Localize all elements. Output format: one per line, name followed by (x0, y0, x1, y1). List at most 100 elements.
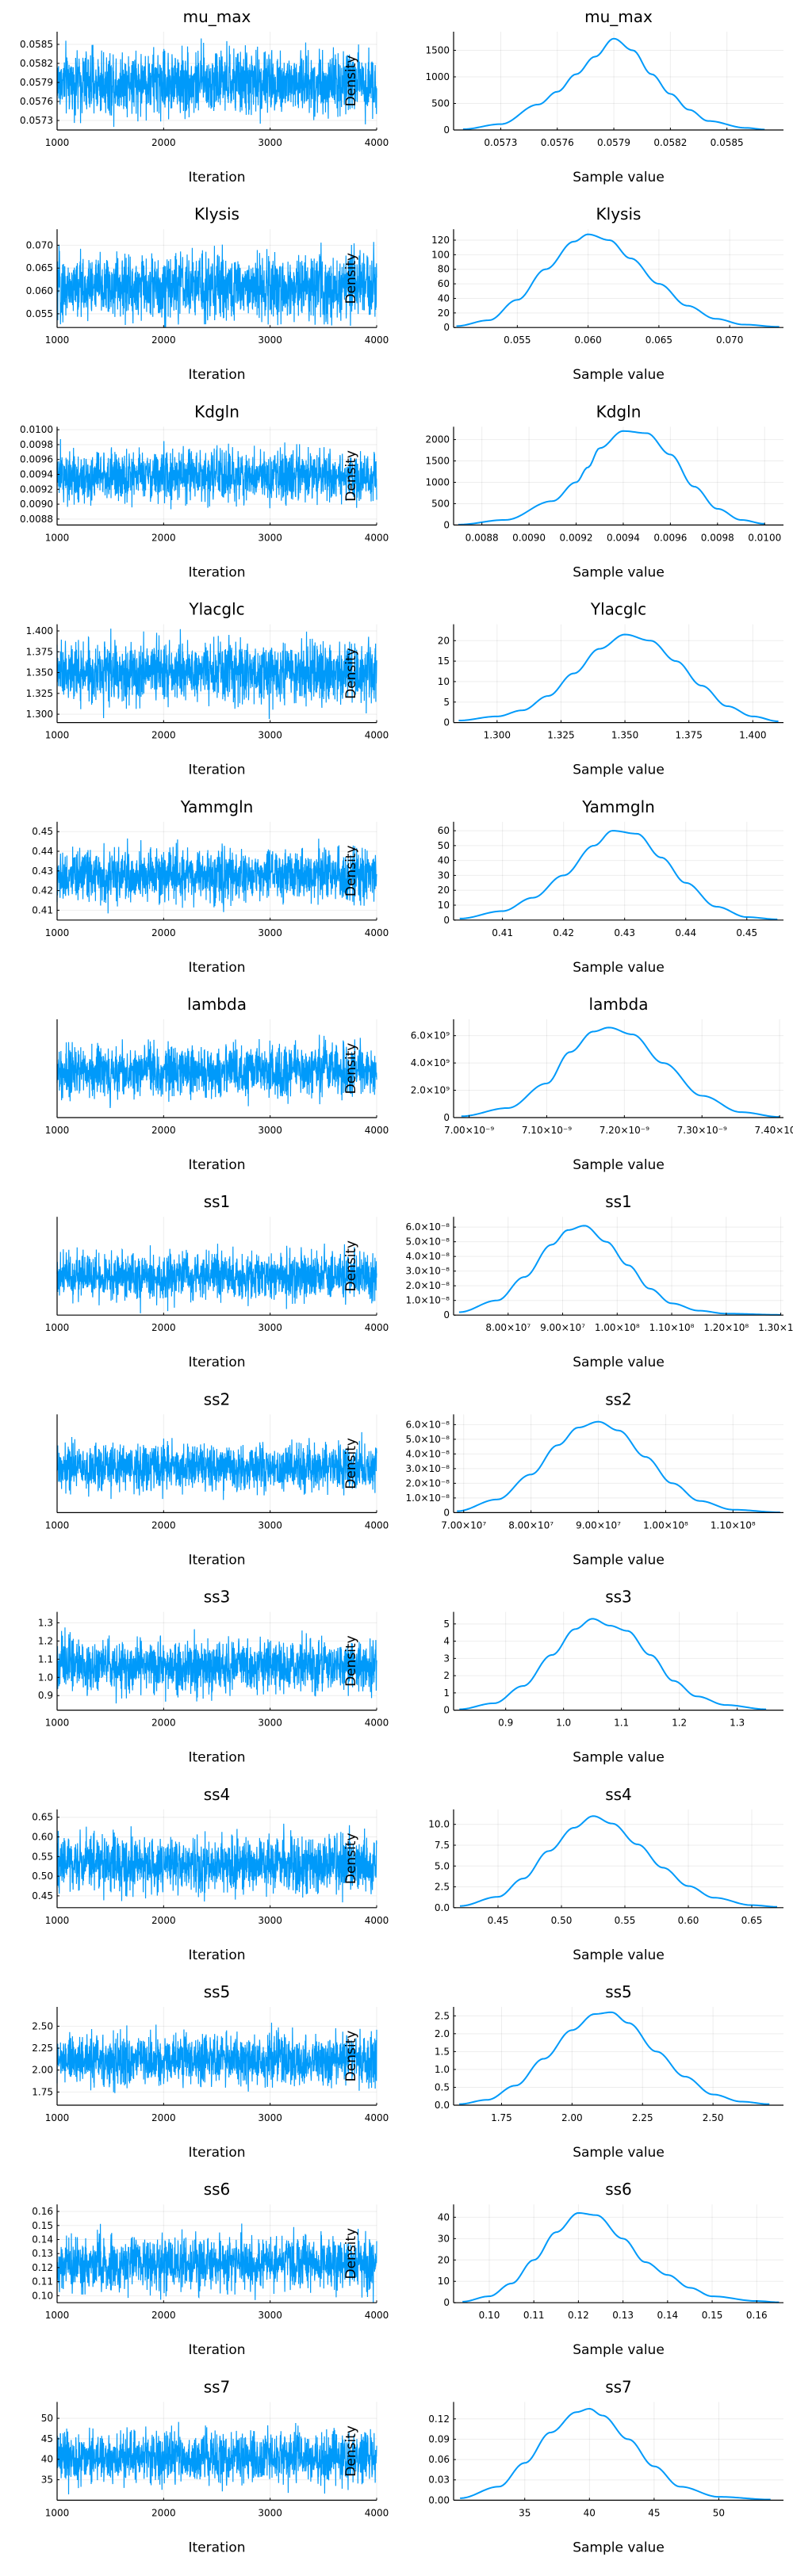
y-axis-label: Density (343, 1438, 359, 1489)
y-tick-label: 1.1 (38, 1653, 53, 1664)
x-tick-label: 7.40×10⁻⁹ (755, 1125, 793, 1136)
x-tick-label: 0.42 (553, 927, 574, 938)
y-tick-label: 0.44 (32, 846, 53, 857)
x-tick-label: 1.20×10⁸ (703, 1322, 749, 1333)
density-panel: ss7 Sample value 35 40 45 50 0.00 0.03 0.06 0.09 0… (343, 2377, 783, 2555)
x-tick-label: 1000 (45, 2112, 70, 2123)
y-tick-label: 6.0×10⁻⁸ (405, 1221, 450, 1233)
x-tick-label: 0.10 (479, 2310, 500, 2321)
panel-title: Yammgln (180, 797, 254, 816)
x-tick-label: 2000 (151, 1915, 176, 1926)
density-line (462, 37, 765, 131)
x-tick-label: 1.375 (676, 730, 703, 741)
y-tick-label: 40 (438, 2211, 450, 2222)
y-tick-label: 1.400 (26, 625, 53, 636)
x-axis-label: Sample value (573, 564, 665, 580)
x-tick-label: 2000 (151, 1519, 176, 1531)
x-tick-label: 2.25 (632, 2112, 653, 2123)
x-axis-label: Iteration (188, 1750, 245, 1766)
x-axis-label: Sample value (573, 1750, 665, 1766)
y-tick-label: 20 (438, 2254, 450, 2265)
x-tick-label: 0.0098 (701, 532, 734, 543)
x-tick-label: 0.55 (615, 1915, 636, 1926)
x-tick-label: 3000 (258, 532, 282, 543)
y-tick-label: 3 (443, 1653, 450, 1664)
panel-title: Klysis (194, 204, 239, 224)
x-tick-label: 4000 (365, 1915, 389, 1926)
density-line (461, 1026, 780, 1118)
x-tick-label: 4000 (365, 730, 389, 741)
y-tick-label: 40 (41, 2454, 53, 2465)
y-tick-label: 1000 (425, 71, 450, 82)
y-tick-label: 1.0 (435, 2064, 450, 2075)
x-tick-label: 50 (713, 2507, 725, 2518)
x-tick-label: 0.65 (741, 1915, 763, 1926)
trace-panel: Kdgln Iteration 1000 2000 3000 4000 0.0088 0.00… (20, 402, 389, 580)
x-tick-label: 1000 (45, 334, 70, 346)
y-tick-label: 1.325 (26, 688, 53, 699)
trace-line (56, 1034, 377, 1109)
x-tick-label: 2.00 (561, 2112, 583, 2123)
density-panel: ss6 Sample value 0.10 0.11 0.12 0.13 0.14 0.15 0… (343, 2180, 783, 2358)
x-tick-label: 0.60 (678, 1915, 699, 1926)
y-tick-label: 2.50 (32, 2020, 53, 2031)
y-tick-label: 0.0094 (20, 469, 53, 480)
y-tick-label: 0.0088 (20, 514, 53, 525)
trace-panel: ss2 Iteration 1000 2000 3000 4000 (45, 1389, 389, 1568)
y-tick-label: 0.070 (26, 239, 53, 250)
y-tick-label: 0.0096 (20, 454, 53, 465)
x-tick-label: 0.0088 (465, 532, 499, 543)
y-tick-label: 0.10 (32, 2290, 53, 2301)
x-tick-label: 4000 (365, 334, 389, 346)
density-panel: ss5 Sample value 1.75 2.00 2.25 2.50 0.0 0.5 1.0… (343, 1982, 783, 2161)
x-tick-label: 0.060 (574, 334, 601, 346)
x-tick-label: 0.0100 (748, 532, 781, 543)
trace-line (56, 1627, 377, 1704)
y-tick-label: 0.65 (32, 1812, 53, 1823)
y-tick-label: 2.5 (435, 1882, 450, 1893)
y-tick-label: 1.5 (435, 2046, 450, 2057)
y-tick-label: 0.13 (32, 2248, 53, 2259)
x-tick-label: 1.300 (484, 730, 511, 741)
x-tick-label: 2000 (151, 927, 176, 938)
y-axis-label: Density (343, 450, 359, 502)
x-tick-label: 1000 (45, 532, 70, 543)
y-tick-label: 0 (443, 717, 450, 728)
y-axis-label: Density (343, 1043, 359, 1095)
density-panel: mu_max Sample value 0.0573 0.0576 0.0579 0.05… (343, 7, 783, 185)
y-tick-label: 0.42 (32, 885, 53, 896)
trace-line (56, 242, 377, 328)
y-tick-label: 5 (443, 1619, 450, 1630)
x-axis-label: Sample value (573, 367, 665, 383)
trace-panel: ss7 Iteration 1000 2000 3000 4000 35 40 45 50 (41, 2377, 389, 2555)
x-tick-label: 0.0092 (560, 532, 593, 543)
x-tick-label: 0.065 (646, 334, 672, 346)
x-axis-label: Iteration (188, 2342, 245, 2358)
x-axis-label: Sample value (573, 1157, 665, 1173)
x-tick-label: 1000 (45, 1915, 70, 1926)
x-tick-label: 3000 (258, 1519, 282, 1531)
trace-line (56, 629, 377, 720)
x-tick-label: 0.45 (736, 927, 757, 938)
x-tick-label: 1.325 (547, 730, 574, 741)
y-tick-label: 0 (443, 1112, 450, 1123)
x-axis-label: Sample value (573, 2145, 665, 2161)
y-tick-label: 0.50 (32, 1871, 53, 1882)
y-tick-label: 60 (438, 278, 450, 289)
y-tick-label: 0.0 (435, 2100, 450, 2111)
x-tick-label: 3000 (258, 2112, 282, 2123)
x-tick-label: 3000 (258, 137, 282, 148)
y-tick-label: 50 (438, 840, 450, 851)
x-axis-label: Sample value (573, 2540, 665, 2555)
y-tick-label: 20 (438, 635, 450, 646)
x-tick-label: 2.50 (703, 2112, 724, 2123)
x-axis-label: Iteration (188, 170, 245, 185)
x-tick-label: 0.0582 (653, 137, 687, 148)
panel-title: lambda (589, 995, 649, 1014)
y-tick-label: 2.0×10⁻⁸ (405, 1280, 450, 1291)
x-tick-label: 0.50 (551, 1915, 573, 1926)
x-tick-label: 0.16 (746, 2310, 768, 2321)
density-panel: ss2 Sample value 7.00×10⁷ 8.00×10⁷ 9.00×10⁷ 1… (343, 1389, 783, 1568)
x-tick-label: 1000 (45, 1125, 70, 1136)
trace-panel: ss5 Iteration 1000 2000 3000 4000 1.75 2.00 2.25… (32, 1982, 389, 2161)
